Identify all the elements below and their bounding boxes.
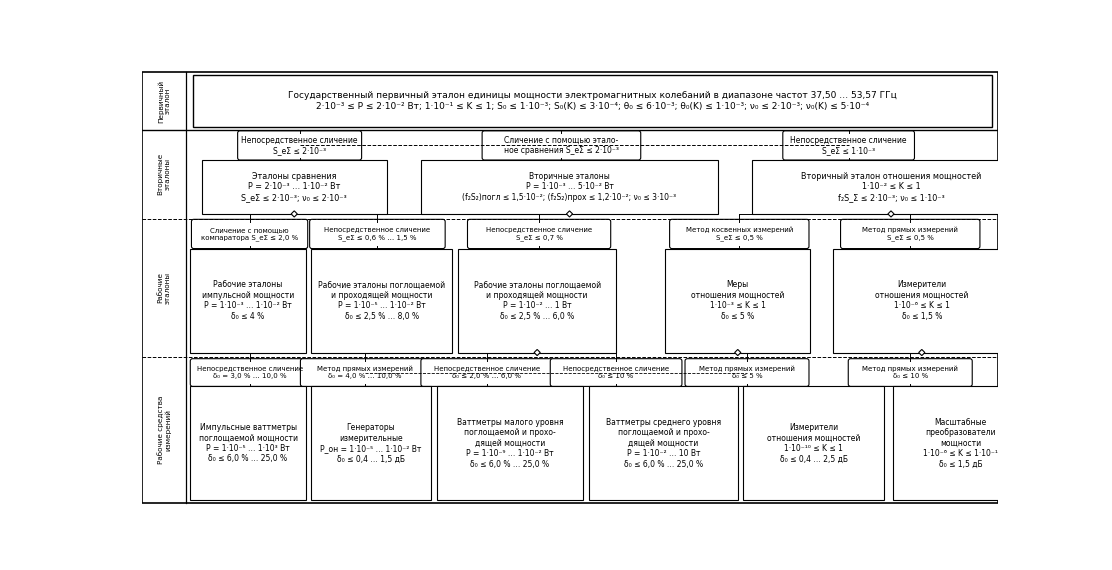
FancyBboxPatch shape	[753, 160, 1030, 214]
Text: Непосредственное сличение
δ₀ ≤ 10 %: Непосредственное сличение δ₀ ≤ 10 %	[563, 366, 669, 379]
Text: Метод прямых измерений
δ₀ ≤ 5 %: Метод прямых измерений δ₀ ≤ 5 %	[699, 366, 795, 379]
FancyBboxPatch shape	[192, 75, 992, 127]
Text: Рабочие эталоны
импульсной мощности
P = 1·10⁻³ … 1·10⁻² Вт
δ₀ ≤ 4 %: Рабочие эталоны импульсной мощности P = …	[202, 280, 295, 321]
Text: Непосредственное сличение
δ₀ ≤ 2,0 % … 6,0 %: Непосредственное сличение δ₀ ≤ 2,0 % … 6…	[434, 366, 539, 379]
FancyBboxPatch shape	[848, 359, 972, 386]
FancyBboxPatch shape	[311, 386, 430, 500]
Text: Масштабные
преобразователи
мощности
1·10⁻⁶ ≤ K ≤ 1·10⁻¹
δ₀ ≤ 1,5 дБ: Масштабные преобразователи мощности 1·10…	[923, 418, 999, 469]
Text: Непосредственное сличение
S_eΣ ≤ 1·10⁻³: Непосредственное сличение S_eΣ ≤ 1·10⁻³	[791, 136, 907, 155]
Text: Сличение с помощью этало-
ное сравнения S_eΣ ≤ 2·10⁻³: Сличение с помощью этало- ное сравнения …	[504, 136, 619, 155]
Text: Рабочие средства
измерений: Рабочие средства измерений	[157, 396, 171, 465]
Text: Импульсные ваттметры
поглощаемой мощности
P = 1·10⁻⁵ … 1·10³ Вт
δ₀ ≤ 6,0 % … 25,: Импульсные ваттметры поглощаемой мощност…	[199, 424, 298, 463]
Text: Метод прямых измерений
δ₀ ≤ 10 %: Метод прямых измерений δ₀ ≤ 10 %	[862, 366, 959, 379]
Text: Государственный первичный эталон единицы мощности электромагнитных колебаний в д: Государственный первичный эталон единицы…	[288, 91, 896, 111]
Polygon shape	[534, 349, 540, 356]
Text: Вторичные эталоны
P = 1·10⁻³ … 5·10⁻² Вт
(f₂S₂)погл ≤ 1,5·10⁻²; (f₂S₂)прох ≤ 1,2: Вторичные эталоны P = 1·10⁻³ … 5·10⁻² Вт…	[463, 172, 676, 202]
Text: Первичный
эталон: Первичный эталон	[158, 80, 171, 123]
Text: Рабочие
эталоны: Рабочие эталоны	[158, 272, 170, 304]
FancyBboxPatch shape	[550, 359, 682, 386]
Text: Непосредственное сличение
S_eΣ ≤ 2·10⁻³: Непосредственное сличение S_eΣ ≤ 2·10⁻³	[241, 136, 358, 155]
FancyBboxPatch shape	[589, 386, 737, 500]
FancyBboxPatch shape	[467, 219, 610, 249]
Polygon shape	[566, 211, 573, 217]
FancyBboxPatch shape	[190, 386, 306, 500]
Text: Метод прямых измерений
S_eΣ ≤ 0,5 %: Метод прямых измерений S_eΣ ≤ 0,5 %	[862, 227, 959, 241]
Text: Ваттметры малого уровня
поглощаемой и прохо-
дящей мощности
P = 1·10⁻⁹ … 1·10⁻² : Ваттметры малого уровня поглощаемой и пр…	[457, 418, 563, 469]
Text: Вторичные
эталоны: Вторичные эталоны	[158, 153, 170, 196]
FancyBboxPatch shape	[458, 249, 616, 352]
Text: Меры
отношения мощностей
1·10⁻³ ≤ K ≤ 1
δ₀ ≤ 5 %: Меры отношения мощностей 1·10⁻³ ≤ K ≤ 1 …	[691, 280, 784, 321]
FancyBboxPatch shape	[841, 219, 980, 249]
Text: Рабочие эталоны поглощаемой
и проходящей мощности
P = 1·10⁻⁵ … 1·10⁻² Вт
δ₀ ≤ 2,: Рабочие эталоны поглощаемой и проходящей…	[318, 280, 445, 321]
FancyBboxPatch shape	[421, 359, 553, 386]
FancyBboxPatch shape	[483, 131, 641, 160]
Text: Измерители
отношения мощностей
1·10⁻⁶ ≤ K ≤ 1
δ₀ ≤ 1,5 %: Измерители отношения мощностей 1·10⁻⁶ ≤ …	[875, 280, 969, 321]
FancyBboxPatch shape	[893, 386, 1029, 500]
FancyBboxPatch shape	[190, 249, 306, 352]
Text: Измерители
отношения мощностей
1·10⁻¹⁰ ≤ K ≤ 1
δ₀ ≤ 0,4 … 2,5 дБ: Измерители отношения мощностей 1·10⁻¹⁰ ≤…	[767, 424, 861, 463]
FancyBboxPatch shape	[783, 131, 914, 160]
FancyBboxPatch shape	[833, 249, 1011, 352]
Text: Рабочие эталоны поглощаемой
и проходящей мощности
P = 1·10⁻² … 1 Вт
δ₀ ≤ 2,5 % …: Рабочие эталоны поглощаемой и проходящей…	[474, 280, 600, 321]
Text: Метод косвенных измерений
S_eΣ ≤ 0,5 %: Метод косвенных измерений S_eΣ ≤ 0,5 %	[686, 227, 793, 241]
Text: Эталоны сравнения
P = 2·10⁻³ … 1·10⁻² Вт
S_eΣ ≤ 2·10⁻³; ν₀ ≤ 2·10⁻³: Эталоны сравнения P = 2·10⁻³ … 1·10⁻² Вт…	[241, 172, 347, 202]
FancyBboxPatch shape	[437, 386, 583, 500]
FancyBboxPatch shape	[665, 249, 811, 352]
Text: Вторичный эталон отношения мощностей
1·10⁻² ≤ K ≤ 1
f₂S_Σ ≤ 2·10⁻³; ν₀ ≤ 1·10⁻³: Вторичный эталон отношения мощностей 1·1…	[801, 172, 981, 202]
Text: Генераторы
измерительные
P_он = 1·10⁻⁵ … 1·10⁻² Вт
δ₀ ≤ 0,4 … 1,5 дБ: Генераторы измерительные P_он = 1·10⁻⁵ ……	[320, 424, 421, 463]
FancyBboxPatch shape	[238, 131, 361, 160]
Polygon shape	[291, 211, 297, 217]
Text: Сличение с помощью
компаратора S_eΣ ≤ 2,0 %: Сличение с помощью компаратора S_eΣ ≤ 2,…	[201, 227, 298, 241]
Text: Метод прямых измерений
δ₀ = 4,0 % … 10,0 %: Метод прямых измерений δ₀ = 4,0 % … 10,0…	[317, 366, 413, 379]
Text: Непосредственное сличение
S_eΣ ≤ 0,7 %: Непосредственное сличение S_eΣ ≤ 0,7 %	[486, 227, 593, 241]
FancyBboxPatch shape	[142, 72, 999, 503]
FancyBboxPatch shape	[669, 219, 810, 249]
FancyBboxPatch shape	[311, 249, 453, 352]
Text: Ваттметры среднего уровня
поглощаемой и прохо-
дящей мощности
P = 1·10⁻² … 10 Вт: Ваттметры среднего уровня поглощаемой и …	[606, 418, 721, 469]
Polygon shape	[887, 211, 894, 217]
FancyBboxPatch shape	[309, 219, 445, 249]
Polygon shape	[919, 349, 925, 356]
FancyBboxPatch shape	[191, 219, 308, 249]
Text: Непосредственное сличение
δ₀ = 3,0 % … 10,0 %: Непосредственное сличение δ₀ = 3,0 % … 1…	[197, 366, 302, 379]
FancyBboxPatch shape	[743, 386, 884, 500]
Text: Непосредственное сличение
S_eΣ ≤ 0,6 % … 1,5 %: Непосредственное сличение S_eΣ ≤ 0,6 % ……	[325, 227, 430, 241]
FancyBboxPatch shape	[202, 160, 387, 214]
Polygon shape	[735, 349, 741, 356]
FancyBboxPatch shape	[685, 359, 810, 386]
FancyBboxPatch shape	[300, 359, 429, 386]
FancyBboxPatch shape	[421, 160, 717, 214]
FancyBboxPatch shape	[190, 359, 309, 386]
